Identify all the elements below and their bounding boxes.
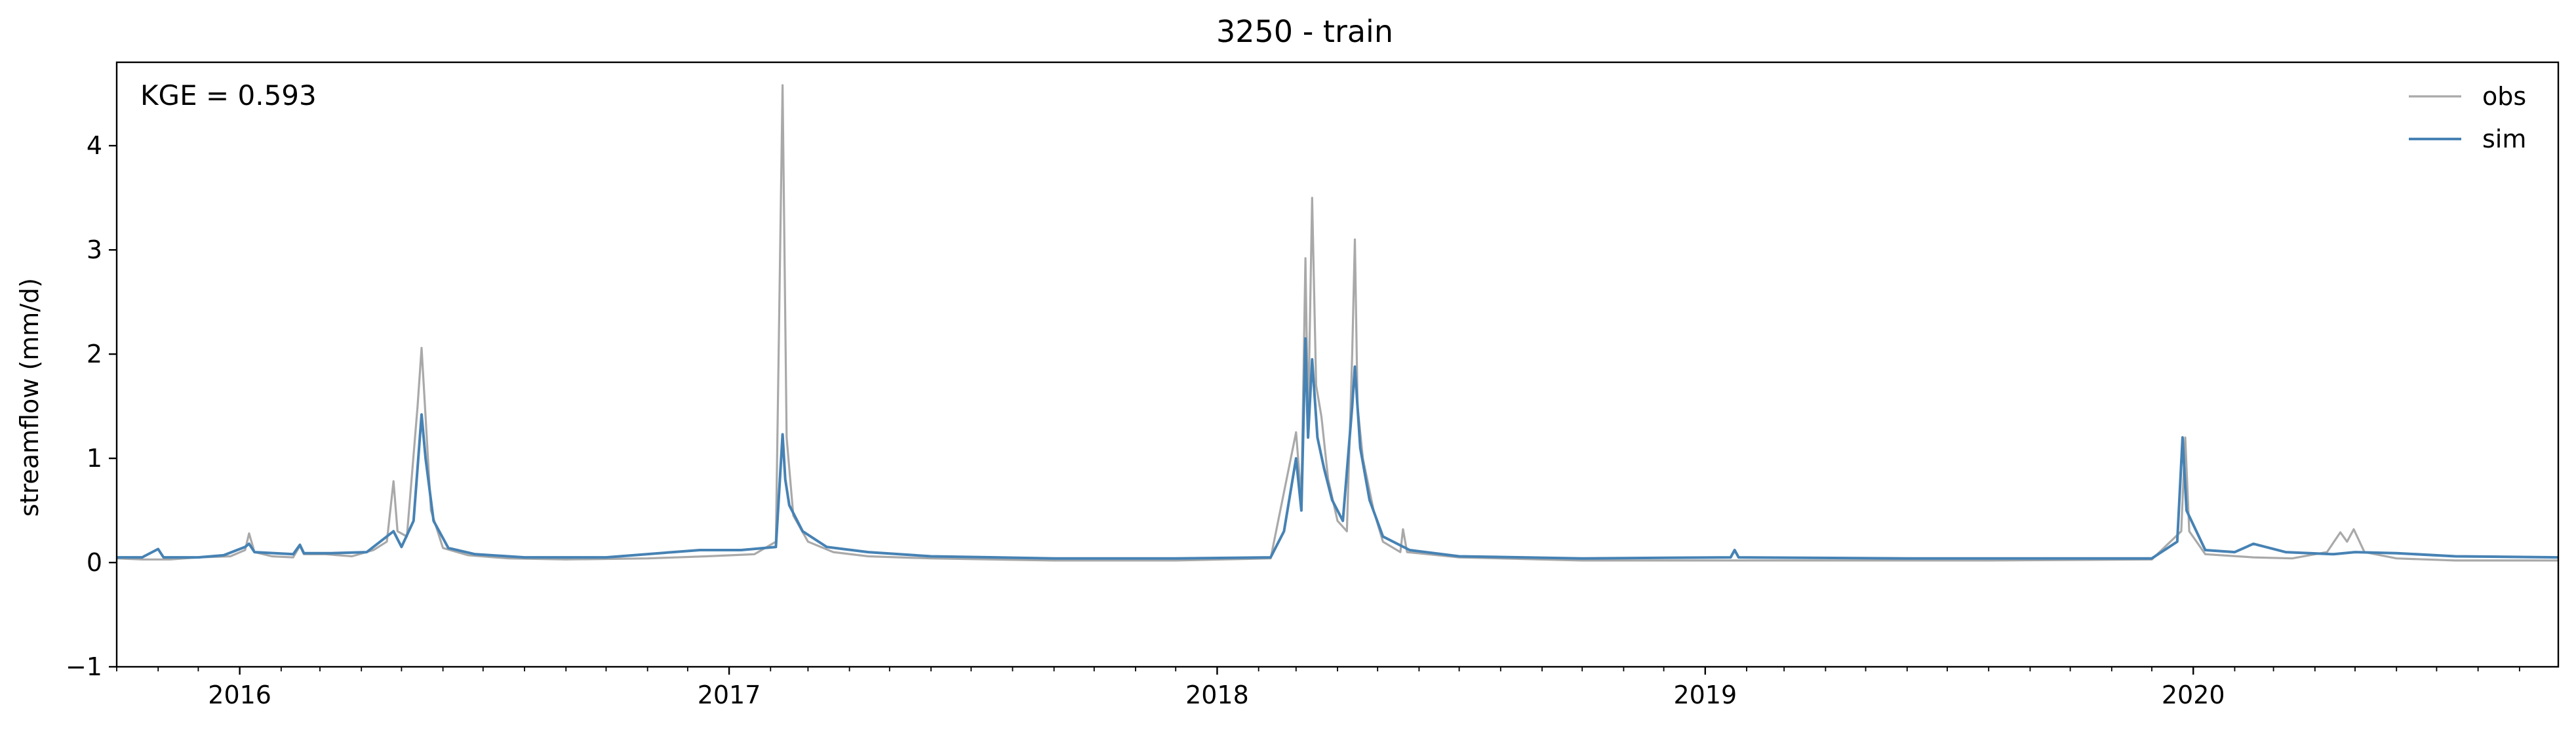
x-tick-label: 2019 [1673, 681, 1737, 709]
y-tick-label: −1 [66, 652, 102, 681]
series-lines [116, 84, 2559, 562]
x-tick-label: 2016 [208, 681, 271, 709]
legend-label-obs: obs [2482, 82, 2526, 111]
y-tick-label: 2 [87, 340, 102, 368]
x-tick-label: 2020 [2162, 681, 2225, 709]
plot-frame [115, 61, 2560, 668]
y-tick-label: 1 [87, 444, 102, 473]
series-line-sim [117, 337, 2559, 560]
axis-ticks: −1 0 1 2 3 4 2016 2017 2018 2019 2020 [66, 131, 2520, 709]
x-tick-label: 2018 [1185, 681, 1249, 709]
x-tick-label: 2017 [698, 681, 761, 709]
y-tick-label: 4 [87, 131, 102, 160]
chart-title: 3250 - train [1216, 14, 1393, 49]
y-tick-label: 0 [87, 548, 102, 577]
y-tick-label: 3 [87, 235, 102, 264]
kge-annotation: KGE = 0.593 [140, 79, 317, 111]
legend-label-sim: sim [2482, 125, 2526, 153]
y-axis-label: streamflow (mm/d) [15, 278, 44, 517]
legend: obs sim [2409, 82, 2526, 153]
series-line-obs [116, 84, 2558, 562]
